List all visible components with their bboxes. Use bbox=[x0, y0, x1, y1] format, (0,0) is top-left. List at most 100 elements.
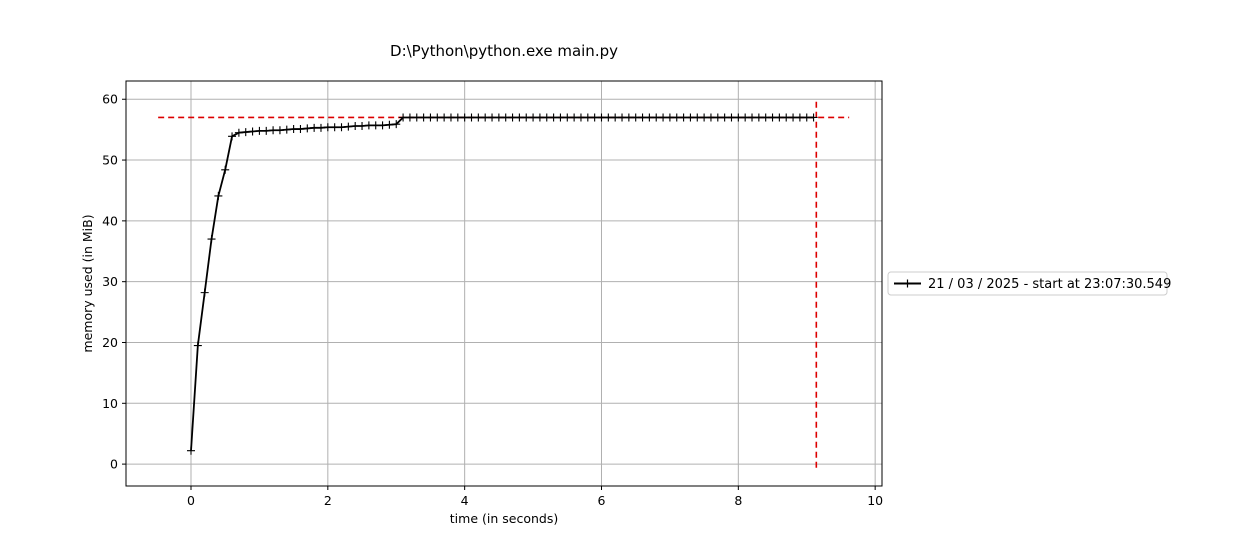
data-point-marker bbox=[467, 113, 476, 122]
series-layer bbox=[186, 113, 818, 455]
data-point-marker bbox=[488, 113, 497, 122]
data-point-marker bbox=[659, 113, 668, 122]
data-point-marker bbox=[665, 113, 674, 122]
data-point-marker bbox=[604, 113, 613, 122]
y-tick-label: 0 bbox=[110, 457, 118, 472]
y-axis-label: memory used (in MiB) bbox=[80, 214, 95, 352]
data-point-marker bbox=[618, 113, 627, 122]
x-tick-label: 0 bbox=[187, 493, 195, 508]
data-point-marker bbox=[563, 113, 572, 122]
data-point-marker bbox=[802, 113, 811, 122]
y-tick-label: 40 bbox=[102, 213, 118, 228]
data-point-marker bbox=[214, 191, 223, 200]
data-point-marker bbox=[535, 113, 544, 122]
data-point-marker bbox=[433, 113, 442, 122]
data-point-marker bbox=[419, 113, 428, 122]
data-point-marker bbox=[200, 288, 209, 297]
data-point-marker bbox=[358, 122, 367, 130]
data-point-marker bbox=[768, 113, 777, 122]
data-point-marker bbox=[713, 113, 722, 122]
chart-title: D:\Python\python.exe main.py bbox=[390, 42, 618, 60]
data-point-marker bbox=[611, 113, 620, 122]
data-point-marker bbox=[234, 128, 243, 137]
data-point-marker bbox=[364, 121, 373, 130]
data-point-marker bbox=[741, 113, 750, 122]
data-point-marker bbox=[344, 122, 353, 131]
data-point-marker bbox=[706, 113, 715, 122]
data-point-marker bbox=[727, 113, 736, 122]
data-point-marker bbox=[679, 113, 688, 122]
data-point-marker bbox=[337, 123, 346, 132]
data-point-marker bbox=[296, 125, 305, 134]
data-point-marker bbox=[624, 113, 633, 122]
data-point-marker bbox=[351, 122, 360, 130]
data-point-marker bbox=[269, 126, 278, 135]
data-point-marker bbox=[316, 123, 325, 132]
data-point-marker bbox=[494, 113, 503, 122]
x-tick-label: 6 bbox=[598, 493, 606, 508]
data-point-marker bbox=[412, 113, 421, 122]
data-point-marker bbox=[789, 113, 798, 122]
data-point-marker bbox=[672, 113, 681, 122]
data-point-marker bbox=[775, 113, 784, 122]
data-point-marker bbox=[221, 165, 230, 174]
x-tick-label: 10 bbox=[867, 493, 883, 508]
data-point-marker bbox=[645, 113, 654, 122]
data-point-marker bbox=[638, 113, 647, 122]
data-point-marker bbox=[576, 113, 585, 122]
plot-frame bbox=[125, 80, 883, 487]
data-point-marker bbox=[529, 113, 538, 122]
data-point-marker bbox=[289, 125, 298, 134]
data-point-marker bbox=[748, 113, 757, 122]
data-point-marker bbox=[809, 113, 818, 122]
data-point-marker bbox=[330, 123, 339, 132]
x-tick-label: 8 bbox=[734, 493, 742, 508]
data-point-marker bbox=[720, 113, 729, 122]
y-tick-label: 60 bbox=[102, 92, 118, 107]
plot-area bbox=[126, 81, 882, 486]
data-point-marker bbox=[583, 113, 592, 122]
data-point-marker bbox=[303, 124, 312, 133]
data-point-marker bbox=[549, 113, 558, 122]
data-point-marker bbox=[207, 235, 216, 244]
legend-marker-plus bbox=[903, 279, 912, 288]
data-point-marker bbox=[392, 120, 401, 129]
legend-box bbox=[887, 271, 1168, 296]
data-point-marker bbox=[597, 113, 606, 122]
data-point-marker bbox=[542, 113, 551, 122]
x-axis: 0 2 4 6 8 10 bbox=[187, 486, 883, 508]
data-point-marker bbox=[255, 126, 264, 135]
data-point-marker bbox=[310, 123, 319, 132]
y-axis: 0 10 20 30 40 50 60 bbox=[102, 92, 126, 472]
data-point-marker bbox=[556, 113, 565, 122]
grid-lines bbox=[126, 81, 882, 486]
data-point-marker bbox=[631, 113, 640, 122]
data-point-marker bbox=[508, 113, 517, 122]
data-point-marker bbox=[186, 446, 195, 455]
data-point-marker bbox=[700, 113, 709, 122]
data-point-marker bbox=[501, 113, 510, 122]
data-point-marker bbox=[522, 113, 531, 122]
data-point-marker bbox=[385, 120, 394, 129]
data-point-marker bbox=[371, 121, 380, 130]
x-axis-label: time (in seconds) bbox=[450, 511, 558, 526]
data-point-marker bbox=[405, 113, 414, 122]
data-point-marker bbox=[262, 126, 271, 135]
data-point-marker bbox=[761, 113, 770, 122]
x-tick-label: 2 bbox=[324, 493, 332, 508]
y-tick-label: 50 bbox=[102, 153, 118, 168]
data-point-marker bbox=[590, 113, 599, 122]
data-point-marker bbox=[795, 113, 804, 122]
data-point-marker bbox=[440, 113, 449, 122]
data-point-marker bbox=[652, 113, 661, 122]
data-point-marker bbox=[453, 113, 462, 122]
data-point-marker bbox=[515, 113, 524, 122]
data-point-marker bbox=[754, 113, 763, 122]
data-point-marker bbox=[228, 132, 237, 141]
y-tick-label: 30 bbox=[102, 274, 118, 289]
data-point-marker bbox=[693, 113, 702, 122]
data-point-marker bbox=[241, 128, 250, 137]
data-point-marker bbox=[686, 113, 695, 122]
data-point-marker bbox=[570, 113, 579, 122]
